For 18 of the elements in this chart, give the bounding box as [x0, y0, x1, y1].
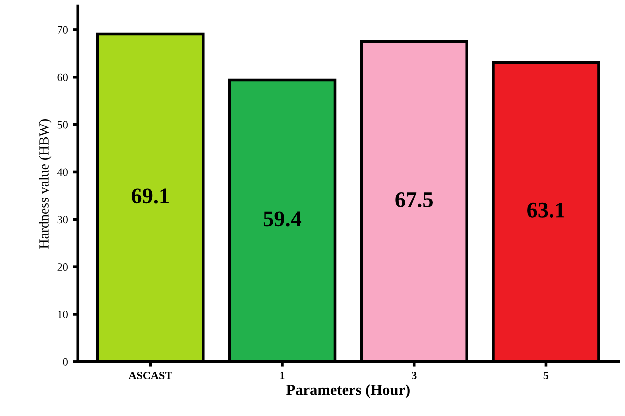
y-tick-label: 70 — [58, 26, 68, 34]
y-axis-title: Hardness value (HBW) — [39, 120, 52, 249]
data-label: 67.5 — [396, 192, 433, 208]
data-label: 69.1 — [132, 188, 169, 204]
y-tick-label: 20 — [58, 264, 68, 272]
x-tick-label: 3 — [412, 372, 417, 380]
x-tick-label: 5 — [544, 372, 549, 380]
data-label: 63.1 — [528, 202, 565, 218]
x-tick-label: ASCAST — [128, 372, 172, 380]
y-tick-label: 0 — [63, 358, 68, 366]
x-tick-label: 1 — [280, 372, 285, 380]
y-tick-label: 50 — [58, 121, 68, 129]
data-label: 59.4 — [264, 212, 302, 227]
y-tick-label: 10 — [58, 310, 68, 318]
y-tick-label: 40 — [58, 168, 68, 176]
y-tick-label: 60 — [58, 74, 68, 82]
x-axis-title: Parameters (Hour) — [286, 384, 410, 398]
y-tick-label: 30 — [58, 216, 68, 224]
